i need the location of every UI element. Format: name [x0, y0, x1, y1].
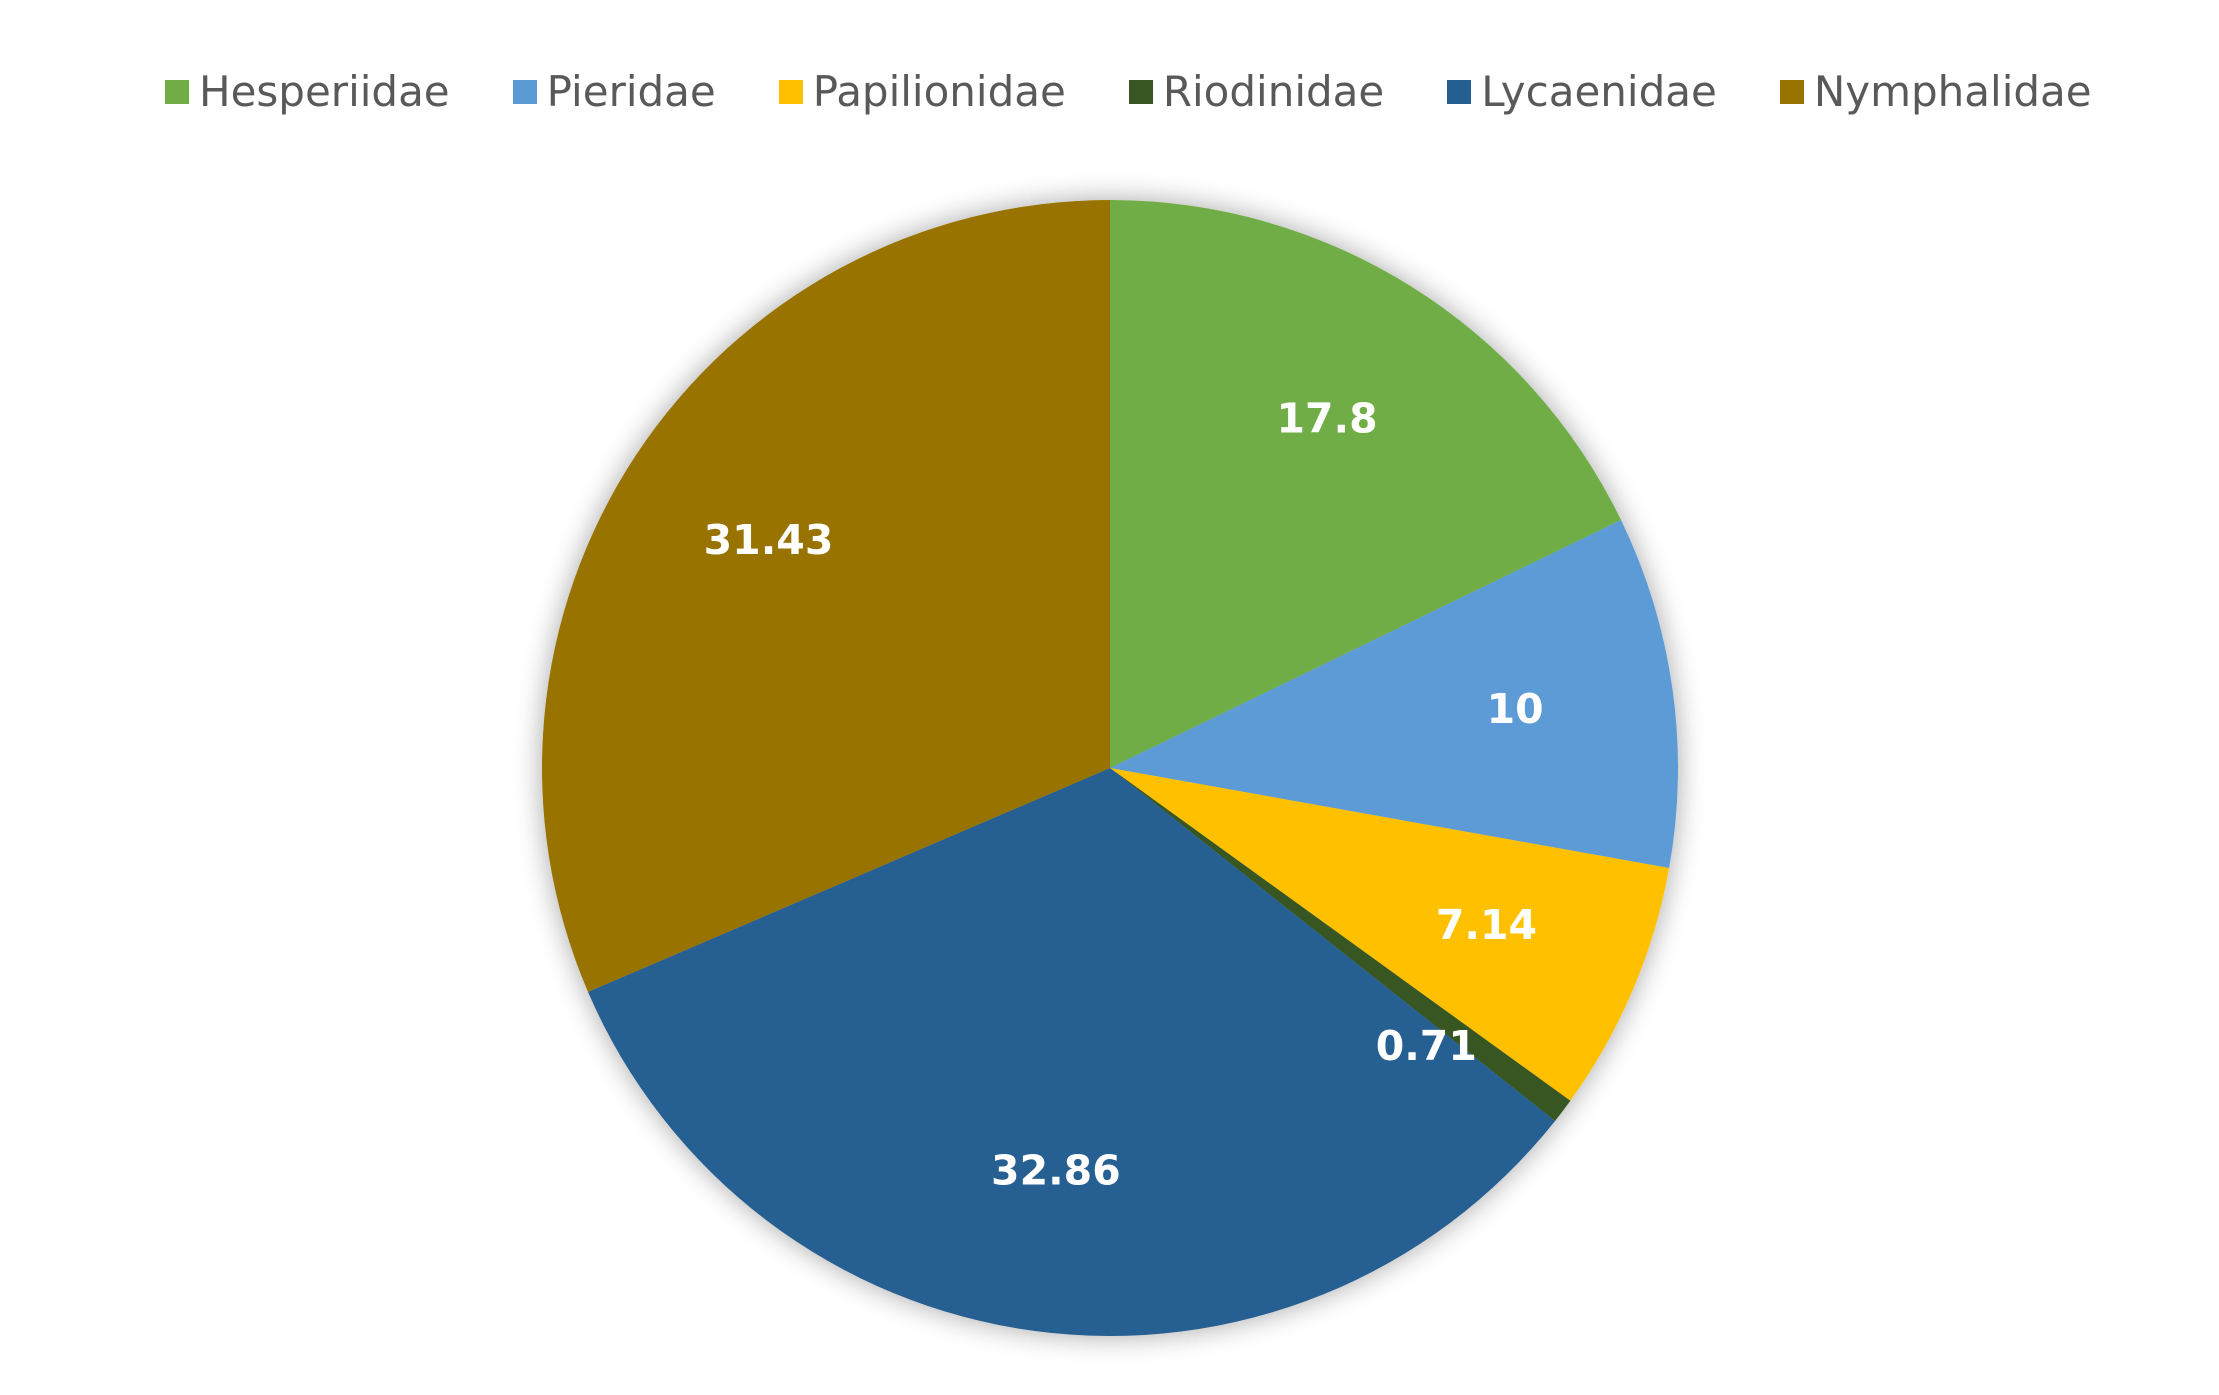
legend-label: Nymphalidae [1813, 67, 2092, 116]
legend-swatch [1128, 80, 1153, 104]
pie-slice-hesperiidae [1110, 200, 1622, 768]
legend-label: Hesperiidae [199, 67, 450, 116]
legend-item-hesperiidae: Hesperiidae [165, 71, 450, 113]
pie-slice-riodinidae [1110, 768, 1571, 1121]
data-label-pieridae: 10 [1487, 685, 1544, 733]
legend-item-riodinidae: Riodinidae [1128, 67, 1385, 116]
pie-slices [541, 200, 1679, 1336]
pie-slice-lycaenidae [587, 768, 1556, 1336]
data-label-nymphalidae: 31.43 [704, 516, 834, 564]
legend-swatch [778, 80, 803, 104]
legend-item-nymphalidae: Nymphalidae [1779, 67, 2092, 116]
pie-slice-pieridae [1110, 520, 1679, 868]
data-label-riodinidae: 0.71 [1376, 1022, 1477, 1070]
legend-label: Riodinidae [1162, 67, 1385, 116]
legend-item-pieridae: Pieridae [512, 67, 716, 116]
pie-data-labels: 17.8 10 7.14 0.71 32.86 31.43 [704, 394, 1544, 1194]
legend-swatch [1447, 80, 1472, 104]
legend-swatch [165, 80, 189, 104]
data-label-papilionidae: 7.14 [1436, 901, 1537, 949]
legend-swatch [512, 80, 537, 104]
legend-label: Papilionidae [812, 67, 1066, 116]
legend-label: Pieridae [546, 67, 716, 116]
legend: Hesperiidae Pieridae Papilionidae Riodinida… [165, 62, 2092, 122]
legend-item-lycaenidae: Lycaenidae [1447, 71, 1717, 113]
data-label-hesperiidae: 17.8 [1277, 394, 1378, 442]
legend-label: Lycaenidae [1481, 67, 1717, 116]
pie-slice-papilionidae [1110, 768, 1670, 1101]
legend-swatch [1779, 80, 1804, 104]
data-label-lycaenidae: 32.86 [991, 1146, 1121, 1194]
pie-slice-nymphalidae [541, 200, 1110, 992]
legend-item-papilionidae: Papilionidae [778, 67, 1066, 116]
